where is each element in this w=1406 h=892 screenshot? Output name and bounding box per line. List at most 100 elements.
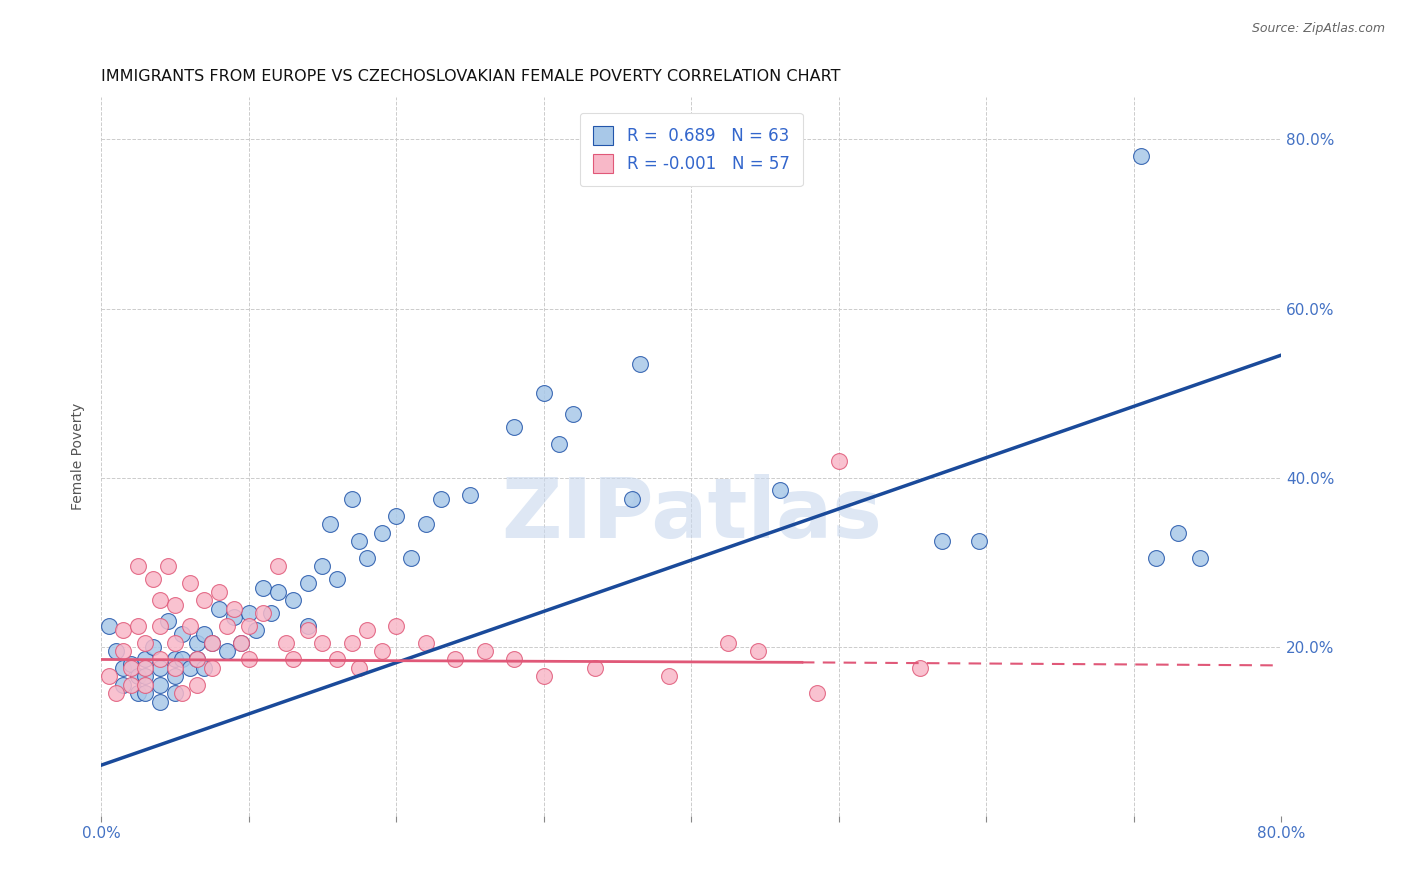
Point (127, 559, 149, 574)
Point (326, 652, 349, 666)
Point (806, 686, 828, 700)
Point (163, 635, 186, 649)
Point (399, 551, 422, 566)
Point (179, 576, 201, 591)
Point (172, 652, 194, 666)
Point (747, 644, 769, 658)
Point (717, 635, 740, 649)
Point (156, 559, 179, 574)
Point (172, 627, 194, 641)
Point (245, 623, 267, 637)
Point (444, 652, 467, 666)
Point (172, 686, 194, 700)
Point (533, 669, 555, 683)
Text: Source: ZipAtlas.com: Source: ZipAtlas.com (1251, 22, 1385, 36)
Point (201, 661, 224, 675)
Point (252, 606, 274, 620)
Point (134, 686, 156, 700)
Point (156, 615, 179, 629)
Point (967, 534, 990, 549)
Point (931, 534, 953, 549)
Point (134, 661, 156, 675)
Y-axis label: Female Poverty: Female Poverty (72, 403, 86, 510)
Point (112, 678, 135, 692)
Point (201, 635, 224, 649)
Point (621, 491, 644, 506)
Point (186, 678, 208, 692)
Point (134, 635, 156, 649)
Point (533, 386, 555, 401)
Point (1167, 525, 1189, 540)
Point (97, 618, 120, 632)
Point (120, 661, 142, 675)
Point (503, 652, 526, 666)
Point (658, 669, 681, 683)
Point (260, 606, 283, 620)
Point (562, 407, 585, 421)
Point (385, 618, 408, 632)
Point (458, 487, 481, 501)
Point (281, 652, 304, 666)
Point (547, 437, 569, 451)
Point (238, 652, 260, 666)
Point (186, 652, 208, 666)
Point (163, 598, 186, 612)
Point (149, 678, 172, 692)
Point (297, 576, 319, 591)
Point (231, 635, 253, 649)
Point (104, 644, 127, 658)
Point (112, 623, 135, 637)
Point (193, 661, 215, 675)
Point (311, 559, 333, 574)
Point (238, 618, 260, 632)
Point (149, 593, 172, 607)
Point (370, 644, 392, 658)
Point (1130, 149, 1153, 163)
Point (356, 551, 378, 566)
Point (1189, 551, 1212, 566)
Point (163, 652, 186, 666)
Point (281, 593, 304, 607)
Point (908, 661, 931, 675)
Point (769, 483, 792, 498)
Point (503, 420, 526, 434)
Point (163, 669, 186, 683)
Point (112, 661, 135, 675)
Point (583, 661, 606, 675)
Point (120, 678, 142, 692)
Point (149, 652, 172, 666)
Point (163, 686, 186, 700)
Point (120, 657, 142, 671)
Point (193, 593, 215, 607)
Point (349, 661, 371, 675)
Point (297, 623, 319, 637)
Point (222, 601, 245, 615)
Point (163, 661, 186, 675)
Legend: R =  0.689   N = 63, R = -0.001   N = 57: R = 0.689 N = 63, R = -0.001 N = 57 (579, 112, 803, 186)
Text: IMMIGRANTS FROM EUROPE VS CZECHOSLOVAKIAN FEMALE POVERTY CORRELATION CHART: IMMIGRANTS FROM EUROPE VS CZECHOSLOVAKIA… (101, 69, 841, 84)
Point (274, 635, 297, 649)
Point (104, 686, 127, 700)
Point (142, 640, 165, 654)
Point (134, 678, 156, 692)
Point (238, 606, 260, 620)
Point (193, 627, 215, 641)
Point (142, 572, 165, 586)
Point (297, 618, 319, 632)
Point (186, 652, 208, 666)
Point (149, 661, 172, 675)
Point (319, 517, 342, 532)
Point (179, 661, 201, 675)
Point (208, 584, 231, 599)
Point (628, 357, 651, 371)
Point (252, 581, 274, 595)
Point (349, 534, 371, 549)
Point (222, 610, 245, 624)
Point (127, 618, 149, 632)
Point (97, 669, 120, 683)
Point (267, 559, 290, 574)
Point (415, 635, 437, 649)
Point (149, 618, 172, 632)
Point (370, 525, 392, 540)
Point (267, 584, 290, 599)
